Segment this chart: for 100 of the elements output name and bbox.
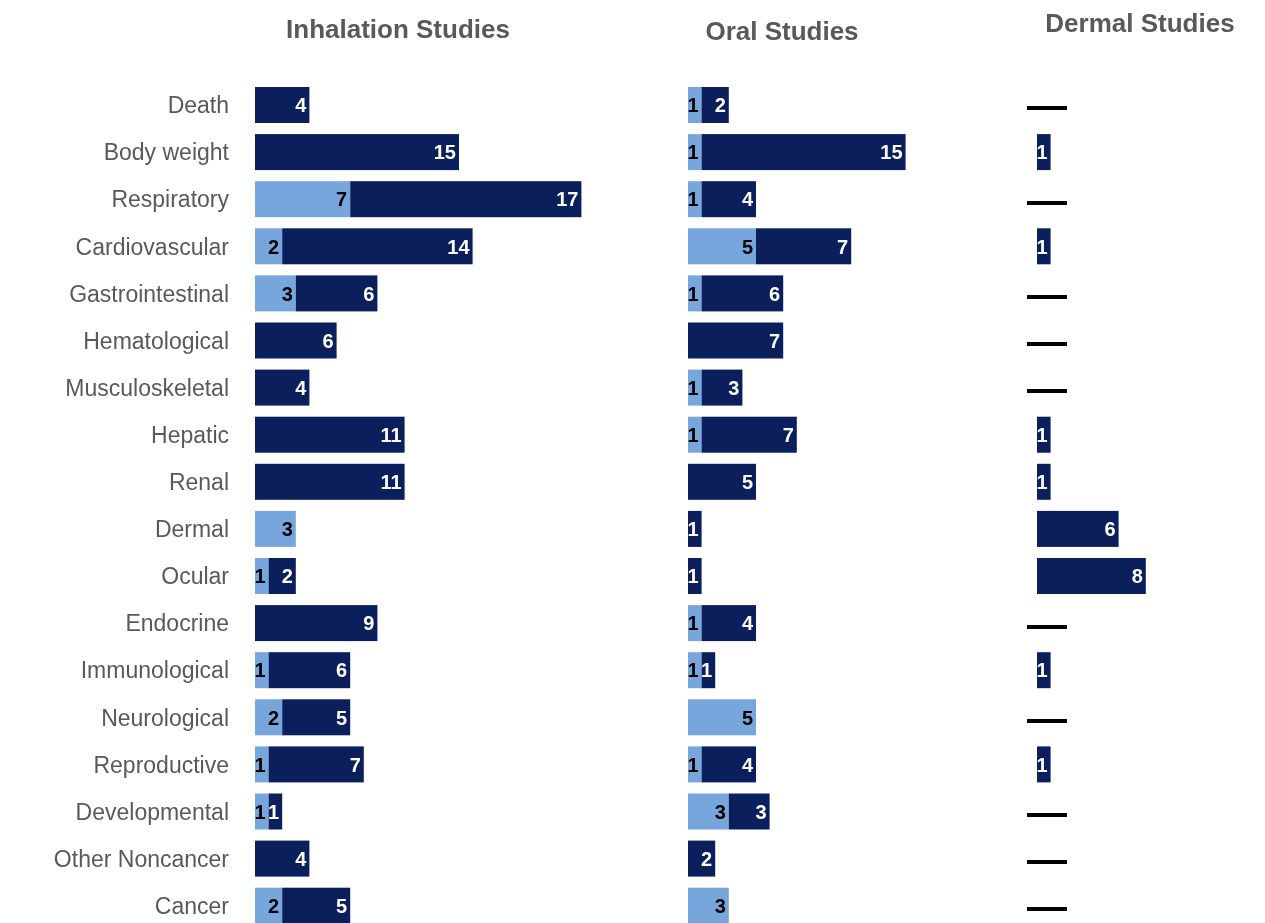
bar bbox=[282, 699, 351, 736]
data-label: 15 bbox=[880, 141, 903, 164]
bar bbox=[688, 887, 729, 923]
y-tick-label: Musculoskeletal bbox=[65, 374, 229, 401]
y-tick-label: Hematological bbox=[83, 327, 229, 354]
chart-title: Inhalation Studies bbox=[286, 14, 510, 44]
bar bbox=[255, 416, 405, 453]
bar bbox=[756, 228, 852, 265]
bar bbox=[268, 652, 351, 689]
data-label: — bbox=[1027, 884, 1067, 923]
data-label: 4 bbox=[295, 376, 308, 399]
bar bbox=[701, 746, 756, 783]
y-tick-label: Reproductive bbox=[93, 751, 229, 778]
data-label: 7 bbox=[782, 423, 794, 446]
y-tick-label: Endocrine bbox=[125, 610, 229, 637]
y-tick-label: Hepatic bbox=[151, 421, 229, 448]
data-label: 3 bbox=[281, 282, 293, 305]
data-label: 6 bbox=[769, 282, 781, 305]
data-label: — bbox=[1027, 695, 1067, 740]
bar bbox=[295, 275, 378, 312]
bar bbox=[701, 369, 743, 406]
bar bbox=[268, 746, 364, 783]
y-tick-label: Gastrointestinal bbox=[69, 280, 229, 307]
data-label: 1 bbox=[1036, 659, 1048, 682]
data-label: 1 bbox=[1036, 423, 1048, 446]
y-tick-label: Immunological bbox=[80, 657, 229, 684]
y-tick-label: Developmental bbox=[75, 798, 229, 825]
chart-title: Oral Studies bbox=[705, 16, 859, 46]
data-label: — bbox=[1027, 177, 1067, 222]
data-label: 11 bbox=[380, 423, 402, 446]
data-label: 1 bbox=[701, 659, 713, 682]
bar bbox=[255, 605, 378, 642]
data-label: 1 bbox=[1036, 141, 1048, 164]
data-label: — bbox=[1027, 271, 1067, 316]
bar bbox=[255, 510, 296, 547]
bar bbox=[701, 275, 784, 312]
y-tick-label: Ocular bbox=[161, 563, 230, 590]
data-label: 4 bbox=[295, 94, 308, 117]
bar bbox=[350, 181, 582, 218]
data-label: — bbox=[1027, 318, 1067, 363]
data-label: 1 bbox=[1036, 235, 1048, 258]
data-label: 1 bbox=[687, 94, 699, 117]
data-label: 1 bbox=[1036, 753, 1048, 776]
bar bbox=[255, 840, 310, 877]
bar bbox=[701, 605, 756, 642]
data-label: 6 bbox=[322, 329, 334, 352]
data-label: 15 bbox=[433, 141, 456, 164]
bar bbox=[688, 463, 756, 500]
data-label: 1 bbox=[687, 659, 699, 682]
data-label: 3 bbox=[281, 518, 293, 541]
data-label: 7 bbox=[336, 188, 348, 211]
bar bbox=[688, 699, 756, 736]
y-tick-label: Other Noncancer bbox=[53, 845, 230, 872]
bar bbox=[255, 134, 459, 171]
bar bbox=[728, 793, 770, 830]
data-label: 14 bbox=[447, 235, 471, 258]
bar bbox=[255, 181, 351, 218]
data-label: 3 bbox=[714, 800, 726, 823]
data-label: 6 bbox=[363, 282, 375, 305]
y-tick-label: Cardiovascular bbox=[75, 233, 230, 260]
data-label: 1 bbox=[687, 141, 699, 164]
data-label: 1 bbox=[254, 565, 266, 588]
data-label: 1 bbox=[687, 376, 699, 399]
y-tick-label: Respiratory bbox=[111, 186, 230, 213]
data-label: 9 bbox=[363, 612, 375, 635]
data-label: 1 bbox=[254, 800, 266, 823]
bar bbox=[701, 134, 906, 171]
data-label: 1 bbox=[687, 612, 699, 635]
data-label: 2 bbox=[701, 847, 713, 870]
data-label: — bbox=[1027, 789, 1067, 834]
data-label: 4 bbox=[295, 847, 308, 870]
data-label: 5 bbox=[336, 894, 348, 917]
bar bbox=[255, 275, 296, 312]
data-label: 1 bbox=[254, 659, 266, 682]
data-label: 4 bbox=[741, 188, 754, 211]
y-tick-label: Body weight bbox=[103, 139, 230, 166]
data-label: 5 bbox=[741, 235, 753, 258]
data-label: 3 bbox=[728, 376, 740, 399]
data-label: 2 bbox=[268, 706, 280, 729]
data-label: 2 bbox=[714, 94, 726, 117]
data-label: 8 bbox=[1131, 565, 1143, 588]
data-label: 1 bbox=[268, 800, 280, 823]
data-label: 5 bbox=[741, 706, 753, 729]
data-label: 3 bbox=[714, 894, 726, 917]
bar bbox=[282, 228, 473, 265]
bar bbox=[255, 369, 310, 406]
data-label: 6 bbox=[1104, 518, 1116, 541]
data-label: — bbox=[1027, 601, 1067, 646]
data-label: 5 bbox=[336, 706, 348, 729]
data-label: 11 bbox=[380, 471, 402, 493]
bar bbox=[688, 322, 784, 359]
data-label: 2 bbox=[268, 235, 280, 258]
data-label: — bbox=[1027, 83, 1067, 128]
bar bbox=[701, 181, 756, 218]
data-label: 3 bbox=[755, 800, 767, 823]
data-label: 7 bbox=[769, 329, 781, 352]
y-tick-label: Neurological bbox=[101, 704, 229, 731]
data-label: 7 bbox=[349, 753, 361, 776]
chart-title: Dermal Studies bbox=[1045, 8, 1235, 38]
bar bbox=[255, 87, 310, 123]
